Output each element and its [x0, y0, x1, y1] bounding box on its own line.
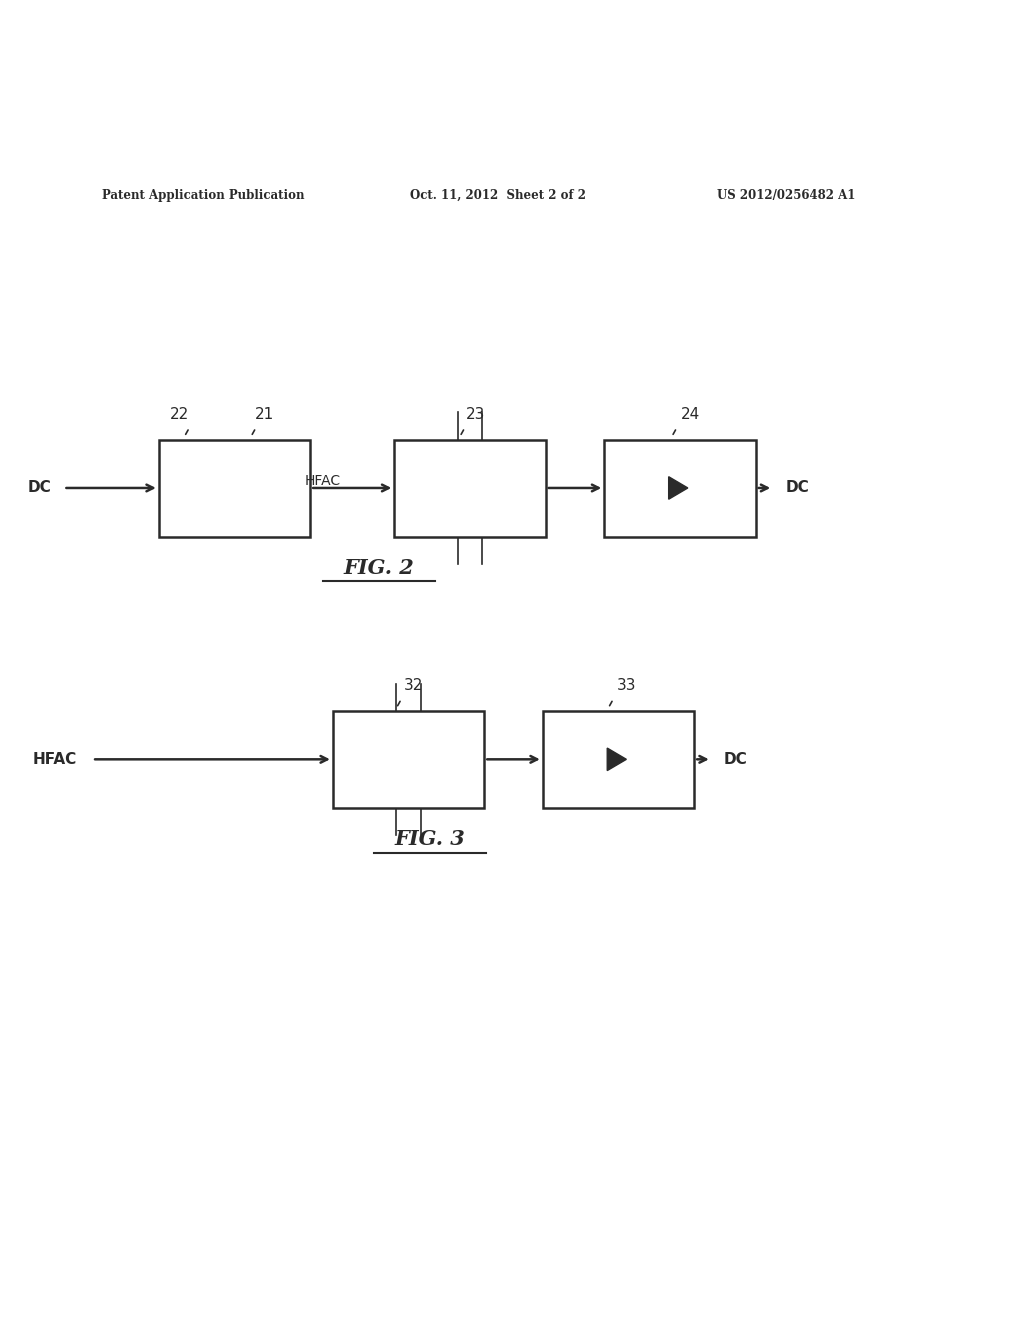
Polygon shape	[607, 748, 627, 771]
Polygon shape	[669, 477, 688, 499]
Text: DC: DC	[28, 480, 51, 495]
Bar	[333, 711, 484, 808]
Bar	[543, 711, 694, 808]
Text: Patent Application Publication: Patent Application Publication	[102, 189, 305, 202]
Text: FIG. 3: FIG. 3	[394, 829, 466, 849]
Text: US 2012/0256482 A1: US 2012/0256482 A1	[717, 189, 855, 202]
Text: HFAC: HFAC	[33, 752, 77, 767]
Text: Oct. 11, 2012  Sheet 2 of 2: Oct. 11, 2012 Sheet 2 of 2	[410, 189, 586, 202]
Bar	[159, 440, 310, 537]
Text: HFAC: HFAC	[304, 474, 341, 488]
Text: 33: 33	[616, 678, 637, 693]
Text: 21: 21	[255, 407, 273, 422]
Bar	[604, 440, 756, 537]
Text: 24: 24	[681, 407, 699, 422]
Bar	[394, 440, 546, 537]
Text: DC: DC	[724, 752, 748, 767]
Text: 32: 32	[404, 678, 423, 693]
Text: 23: 23	[466, 407, 484, 422]
Text: DC: DC	[785, 480, 809, 495]
Text: FIG. 2: FIG. 2	[343, 558, 415, 578]
Text: 22: 22	[170, 407, 188, 422]
